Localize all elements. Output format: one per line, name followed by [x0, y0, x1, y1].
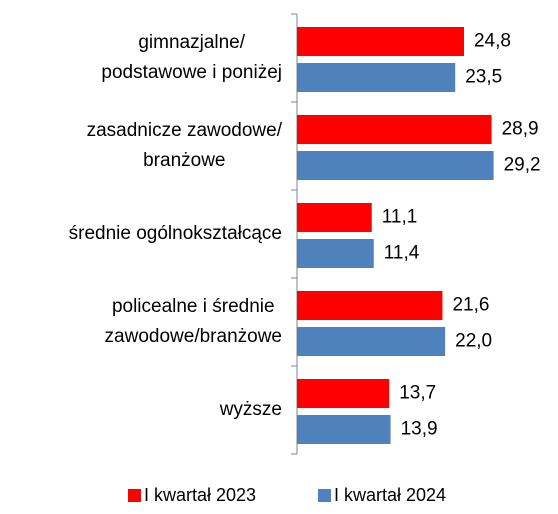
value-label: 11,4: [384, 243, 420, 264]
bar: [297, 239, 374, 268]
bar: [297, 151, 494, 180]
legend-label: I kwartał 2023: [144, 485, 256, 505]
value-label: 28,9: [502, 119, 539, 140]
value-label: 23,5: [465, 67, 502, 88]
bar: [297, 415, 391, 444]
category-label: średnie ogólnokształcące: [69, 223, 282, 244]
legend-swatch: [128, 489, 141, 502]
bar: [297, 27, 464, 56]
value-label: 13,9: [401, 419, 438, 440]
legend-swatch: [318, 489, 331, 502]
bar: [297, 379, 390, 408]
value-label: 29,2: [504, 155, 541, 176]
value-label: 21,6: [452, 295, 489, 316]
value-label: 22,0: [455, 331, 492, 352]
value-label: 13,7: [399, 383, 436, 404]
bar: [297, 115, 492, 144]
value-label: 24,8: [474, 31, 511, 52]
bar: [297, 63, 456, 92]
category-label: wyższe: [219, 399, 282, 420]
bar: [297, 291, 443, 320]
value-label: 11,1: [382, 207, 418, 228]
bar: [297, 203, 372, 232]
category-label: zasadnicze zawodowe/branżowe: [87, 120, 283, 171]
legend-label: I kwartał 2024: [334, 485, 446, 505]
category-label: gimnazjalne/podstawowe i poniżej: [101, 32, 282, 83]
bar: [297, 327, 446, 356]
category-label: policealne i średnie zawodowe/branżowe: [105, 296, 282, 347]
